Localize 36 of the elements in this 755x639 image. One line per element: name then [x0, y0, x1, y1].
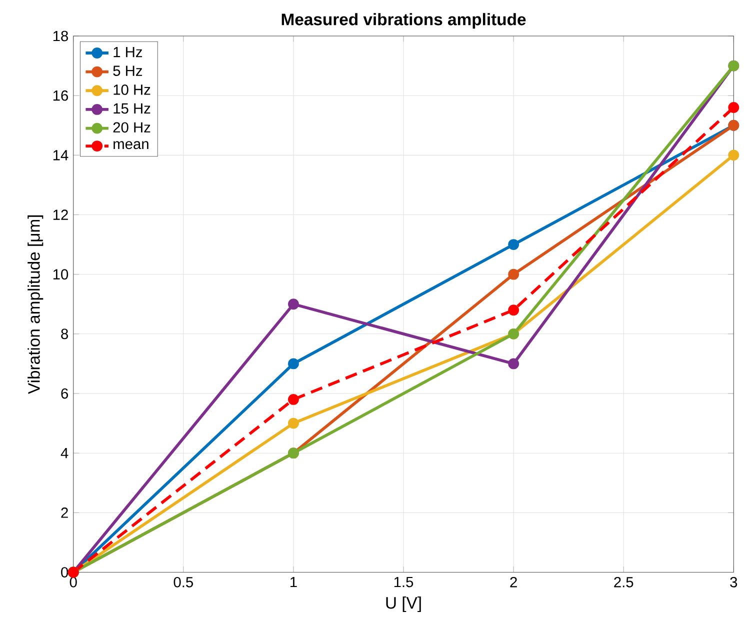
x-tick-label: 1.5	[394, 577, 414, 588]
y-tick-label: 18	[53, 30, 68, 42]
point	[288, 394, 299, 405]
legend-label: 15 Hz	[114, 103, 150, 114]
y-tick-label: 4	[60, 448, 68, 458]
x-tick-label: 1	[290, 577, 297, 588]
y-tick-label: 8	[61, 328, 68, 340]
y-axis-title: Vibration amplitude [μm]	[28, 215, 44, 394]
x-tick-label: 0.5	[174, 577, 193, 588]
point	[508, 239, 520, 250]
x-tick-label: 2	[510, 577, 517, 588]
point	[288, 298, 299, 310]
legend-label: 20 Hz	[113, 122, 150, 133]
legend-label: 10 Hz	[114, 84, 150, 95]
y-tick-label: 0	[61, 567, 68, 578]
y-tick-label: 6	[61, 388, 68, 399]
point	[728, 102, 740, 114]
legend-label: mean	[114, 141, 148, 150]
y-tick-label: 14	[53, 150, 68, 160]
x-tick-label: 0	[70, 577, 77, 588]
x-tick-label: 2.5	[614, 577, 634, 588]
y-tick-label: 10	[53, 269, 68, 280]
chart-title: Measured vibrations amplitude	[282, 13, 526, 29]
point	[288, 358, 299, 370]
point	[508, 358, 520, 370]
point	[728, 150, 740, 161]
x-tick-label: 3	[730, 577, 738, 588]
y-tick-label: 2	[61, 508, 68, 518]
x-axis-title: U [V]	[386, 596, 421, 612]
y-tick-label: 16	[53, 90, 68, 101]
point	[508, 268, 520, 280]
legend-label: 5 Hz	[113, 66, 142, 76]
y-tick-label: 12	[53, 210, 68, 220]
point	[508, 304, 520, 316]
legend-label: 1 Hz	[114, 47, 142, 58]
point	[288, 418, 299, 429]
